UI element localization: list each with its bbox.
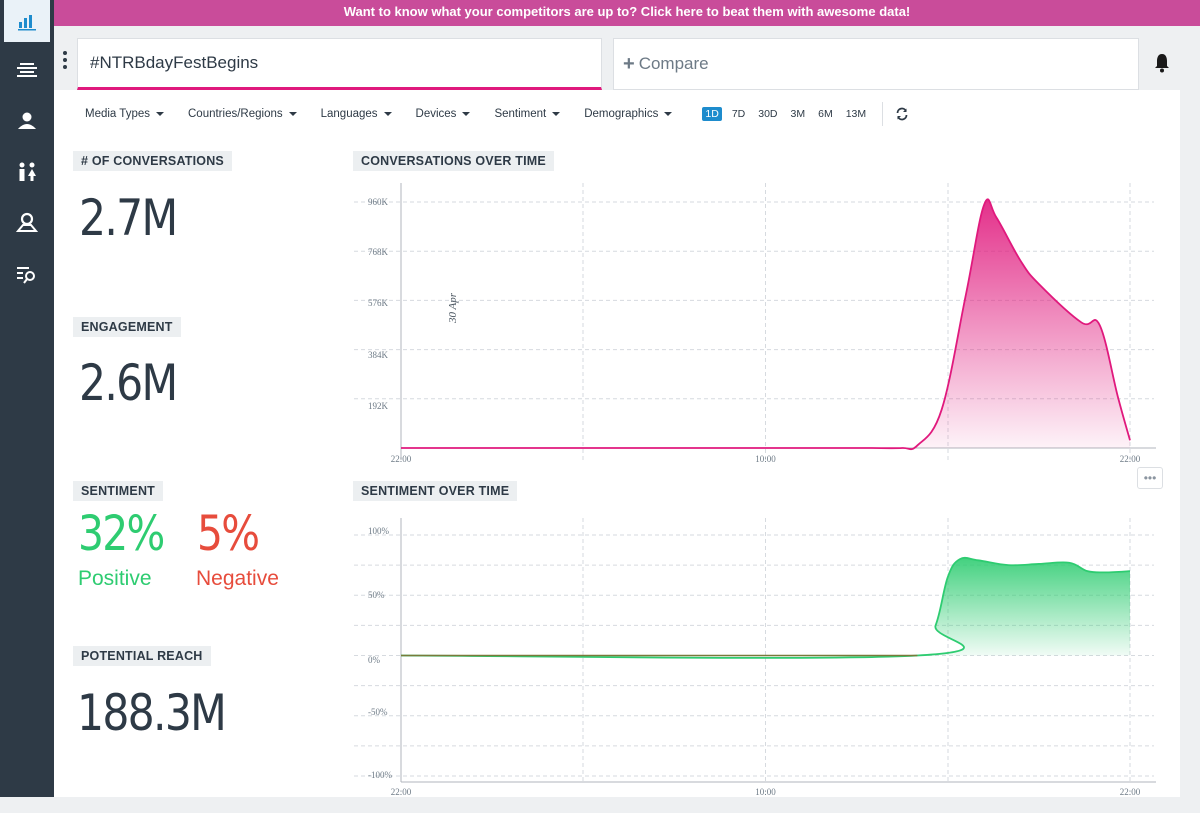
people-icon	[19, 162, 36, 181]
series-line	[401, 198, 1131, 451]
x-tick-label: 22:00	[391, 787, 412, 797]
search-box[interactable]	[77, 38, 602, 90]
filter-label: Languages	[320, 108, 378, 120]
filter-bar: Media Types Countries/Regions Languages …	[54, 90, 1180, 138]
divider	[882, 102, 884, 126]
caret-down-icon	[462, 112, 471, 116]
promo-banner[interactable]: Want to know what your competitors are u…	[54, 0, 1200, 26]
period-6m[interactable]: 6M	[818, 108, 833, 120]
filter-countries-regions[interactable]: Countries/Regions	[188, 108, 297, 120]
conversations-label: # OF CONVERSATIONS	[73, 151, 232, 171]
conversations-chart: 192K 384K 576K 768K 960K 22:00 10:00 22:00 30 Ap…	[354, 183, 1156, 464]
filter-sentiment[interactable]: Sentiment	[494, 108, 561, 120]
caret-down-icon	[552, 112, 561, 116]
y-tick-label: -50%	[368, 707, 388, 717]
caret-down-icon	[288, 112, 297, 116]
period-30d[interactable]: 30D	[758, 108, 778, 120]
sidebar-item-demographics[interactable]	[4, 154, 50, 190]
y-tick-label: 100%	[368, 526, 390, 536]
stream-icon	[17, 63, 37, 77]
refresh-icon[interactable]	[895, 107, 909, 121]
filter-media-types[interactable]: Media Types	[85, 108, 164, 120]
bell-icon[interactable]	[1153, 53, 1171, 73]
sidebar	[0, 0, 54, 797]
filter-label: Devices	[415, 108, 457, 120]
search-input[interactable]	[78, 39, 578, 87]
caret-down-icon	[664, 112, 673, 116]
y-tick-label: 768K	[368, 247, 389, 257]
bottom-bar	[0, 797, 1200, 813]
more-options-button[interactable]: •••	[1137, 467, 1163, 489]
positive-percent: 32%	[78, 506, 165, 562]
period-3m[interactable]: 3M	[790, 108, 806, 120]
period-13m[interactable]: 13M	[845, 108, 867, 120]
period-7d[interactable]: 7D	[731, 108, 746, 120]
right-gutter	[1180, 90, 1200, 797]
series-area	[401, 557, 1130, 658]
y-tick-label: 192K	[368, 401, 389, 411]
sidebar-item-dashboard[interactable]	[4, 0, 50, 42]
conversations-value: 2.7M	[79, 189, 178, 247]
reach-label: POTENTIAL REACH	[73, 646, 211, 666]
plus-icon: +	[623, 52, 635, 75]
y-tick-label: -100%	[368, 770, 392, 780]
conversations-chart-title: CONVERSATIONS OVER TIME	[353, 151, 554, 171]
main-panel: Media Types Countries/Regions Languages …	[54, 90, 1180, 797]
filter-label: Sentiment	[494, 108, 547, 120]
y-tick-label: 384K	[368, 350, 389, 360]
negative-label: Negative	[196, 567, 279, 590]
y-tick-label: 576K	[368, 298, 389, 308]
compare-button[interactable]: + Compare	[613, 38, 1139, 90]
period-1d[interactable]: 1D	[702, 107, 722, 121]
date-annotation: 30 Apr	[447, 292, 459, 324]
series-area	[401, 199, 1130, 450]
filter-devices[interactable]: Devices	[416, 108, 471, 120]
y-tick-label: 960K	[368, 197, 389, 207]
engagement-value: 2.6M	[79, 354, 178, 412]
filter-label: Media Types	[85, 108, 150, 120]
caret-down-icon	[156, 112, 164, 116]
x-tick-label: 10:00	[755, 787, 776, 797]
x-tick-label: 22:00	[1120, 454, 1141, 464]
sentiment-chart: 100% 50% 0% -50% -100% 22:00 10:00 22:00	[354, 518, 1156, 797]
y-tick-label: 50%	[368, 590, 385, 600]
reach-value: 188.3M	[77, 684, 227, 742]
x-tick-label: 22:00	[391, 454, 412, 464]
x-tick-label: 22:00	[1120, 787, 1141, 797]
period-selector: 1D 7D 30D 3M 6M 13M	[702, 107, 876, 121]
search-list-icon	[17, 267, 35, 284]
sidebar-item-locations[interactable]	[4, 204, 50, 240]
engagement-label: ENGAGEMENT	[73, 317, 181, 337]
filter-demographics[interactable]: Demographics	[584, 108, 673, 120]
positive-label: Positive	[78, 567, 152, 590]
filter-label: Countries/Regions	[188, 108, 283, 120]
series-line	[400, 556, 1131, 659]
sentiment-chart-title: SENTIMENT OVER TIME	[353, 481, 518, 501]
caret-down-icon	[383, 112, 392, 116]
more-options-icon[interactable]	[60, 51, 70, 75]
sidebar-item-search-results[interactable]	[4, 256, 50, 292]
filter-label: Demographics	[584, 108, 659, 120]
sentiment-label: SENTIMENT	[73, 481, 164, 501]
y-tick-label: 0%	[368, 655, 381, 665]
map-pin-icon	[16, 212, 38, 232]
user-icon	[18, 112, 36, 129]
negative-percent: 5%	[197, 506, 260, 562]
sidebar-item-influencers[interactable]	[4, 102, 50, 138]
x-tick-label: 10:00	[755, 454, 776, 464]
bar-chart-icon	[18, 15, 36, 31]
compare-label: Compare	[638, 54, 709, 73]
filter-languages[interactable]: Languages	[321, 108, 392, 120]
sidebar-item-stream[interactable]	[4, 52, 50, 88]
